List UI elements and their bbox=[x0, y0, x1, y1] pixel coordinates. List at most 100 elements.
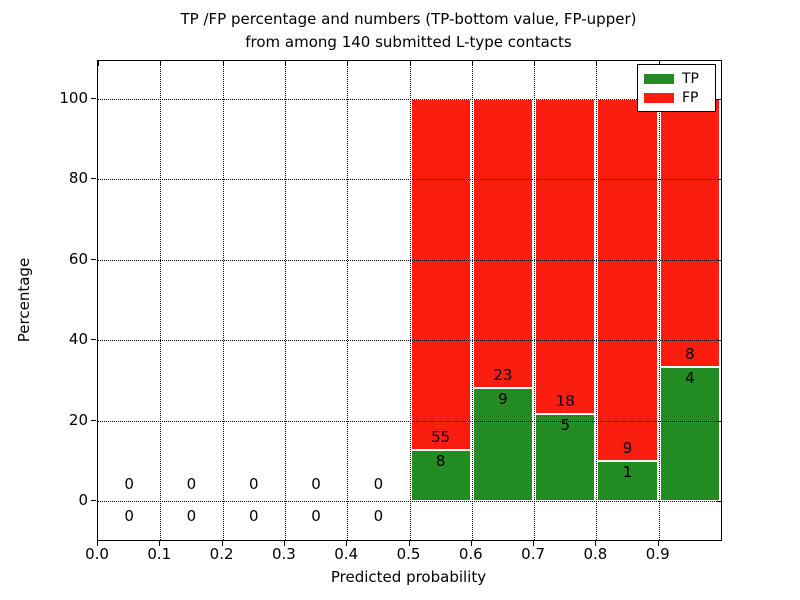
gridline-x bbox=[284, 61, 286, 540]
x-tick-label: 0.4 bbox=[334, 545, 359, 563]
fp-count-label: 0 bbox=[186, 475, 197, 493]
fp-swatch-icon bbox=[644, 92, 674, 103]
tp-count-label: 4 bbox=[685, 369, 695, 388]
top-tick bbox=[409, 61, 411, 66]
y-tick bbox=[91, 258, 96, 260]
bar-segment-fp bbox=[410, 99, 471, 450]
tp-count-label: 1 bbox=[622, 462, 633, 481]
tp-count-label: 0 bbox=[186, 507, 197, 525]
top-tick bbox=[596, 61, 598, 66]
plot-area: 0 0 0 0 0 0 0 0 0 0 55 8 23 9 18 5 9 1 8 4 bbox=[97, 60, 722, 541]
x-tick bbox=[657, 541, 659, 546]
x-axis-label: Predicted probability bbox=[330, 568, 487, 586]
y-tick-label: 40 bbox=[68, 330, 88, 349]
y-tick bbox=[91, 178, 96, 180]
y-tick-label: 80 bbox=[68, 169, 88, 188]
fp-count-label: 55 bbox=[431, 427, 451, 446]
y-tick bbox=[91, 419, 96, 421]
x-tick-label: 0.0 bbox=[85, 545, 109, 563]
right-tick bbox=[716, 420, 721, 422]
tp-count-label: 0 bbox=[124, 507, 134, 525]
y-axis-label: Percentage bbox=[15, 257, 33, 343]
top-tick bbox=[347, 61, 349, 66]
y-tick-label: 0 bbox=[78, 491, 88, 509]
gridline-x bbox=[596, 61, 598, 540]
gridline-x bbox=[471, 61, 473, 540]
fp-count-label: 18 bbox=[555, 391, 575, 410]
top-tick bbox=[284, 61, 286, 66]
bar-segment-fp bbox=[472, 99, 534, 389]
top-tick bbox=[534, 61, 536, 66]
top-tick bbox=[222, 61, 224, 66]
top-tick bbox=[471, 61, 473, 66]
x-tick bbox=[470, 541, 472, 546]
chart-title: TP /FP percentage and numbers (TP-bottom… bbox=[97, 8, 720, 54]
gridline-x bbox=[222, 61, 224, 540]
x-tick bbox=[97, 541, 98, 546]
fp-count-label: 0 bbox=[124, 475, 134, 493]
bar-segment-tp bbox=[472, 388, 534, 501]
x-tick-label: 0.9 bbox=[645, 545, 670, 563]
x-tick bbox=[283, 541, 285, 546]
bar-segment-tp bbox=[597, 460, 658, 501]
x-tick-label: 0.5 bbox=[396, 545, 421, 563]
x-tick-label: 0.3 bbox=[271, 545, 296, 563]
legend-label-fp: FP bbox=[682, 89, 699, 106]
bar-segment-tp bbox=[659, 367, 720, 501]
gridline-x bbox=[658, 61, 660, 540]
x-tick bbox=[346, 541, 348, 546]
chart-title-line2: from among 140 submitted L-type contacts bbox=[245, 33, 572, 51]
gridline-x bbox=[160, 61, 162, 540]
x-tick bbox=[221, 541, 223, 546]
x-tick-label: 0.1 bbox=[147, 545, 172, 563]
x-tick-label: 0.2 bbox=[209, 545, 234, 563]
fp-count-label: 0 bbox=[373, 475, 384, 493]
x-tick bbox=[408, 541, 410, 546]
fp-count-label: 9 bbox=[622, 438, 633, 457]
gridline-x bbox=[534, 61, 536, 540]
fp-count-label: 8 bbox=[685, 345, 695, 364]
inner-ticks-layer bbox=[98, 61, 721, 540]
right-tick bbox=[716, 179, 721, 181]
tp-count-label: 9 bbox=[498, 390, 508, 409]
top-tick bbox=[160, 61, 162, 66]
chart-title-line1: TP /FP percentage and numbers (TP-bottom… bbox=[180, 10, 637, 28]
y-tick bbox=[91, 339, 96, 341]
tp-swatch-icon bbox=[644, 73, 674, 84]
x-tick bbox=[595, 541, 597, 546]
tp-count-label: 8 bbox=[435, 451, 446, 470]
x-tick bbox=[159, 541, 161, 546]
gridline-x bbox=[409, 61, 411, 540]
bar-segment-tp bbox=[410, 449, 471, 501]
x-tick-label: 0.8 bbox=[583, 545, 608, 563]
y-tick bbox=[91, 500, 96, 501]
tp-count-label: 0 bbox=[373, 507, 384, 525]
right-tick bbox=[716, 99, 721, 100]
right-tick bbox=[716, 340, 721, 342]
fp-count-label: 0 bbox=[311, 475, 321, 493]
grid-layer bbox=[98, 61, 721, 540]
x-tick-label: 0.6 bbox=[458, 545, 483, 563]
fp-count-label: 23 bbox=[493, 366, 513, 385]
tp-count-label: 5 bbox=[560, 415, 571, 434]
top-tick bbox=[98, 61, 99, 66]
legend-item-fp: FP bbox=[644, 91, 709, 105]
x-tick-label: 0.7 bbox=[521, 545, 546, 563]
bar-segment-fp bbox=[659, 99, 720, 368]
y-tick-label: 20 bbox=[68, 410, 88, 429]
tp-count-label: 0 bbox=[311, 507, 321, 525]
bar-segment-tp bbox=[535, 413, 596, 501]
bars-layer bbox=[98, 61, 721, 540]
legend-item-tp: TP bbox=[644, 72, 709, 86]
right-tick bbox=[716, 259, 721, 261]
legend: TP FP bbox=[637, 64, 716, 112]
gridline-x bbox=[347, 61, 349, 540]
tp-count-label: 0 bbox=[248, 507, 259, 525]
y-tick bbox=[91, 98, 96, 99]
right-tick bbox=[716, 501, 721, 502]
legend-label-tp: TP bbox=[682, 70, 699, 87]
fp-count-label: 0 bbox=[248, 475, 259, 493]
top-tick bbox=[658, 61, 660, 66]
x-tick bbox=[533, 541, 535, 546]
